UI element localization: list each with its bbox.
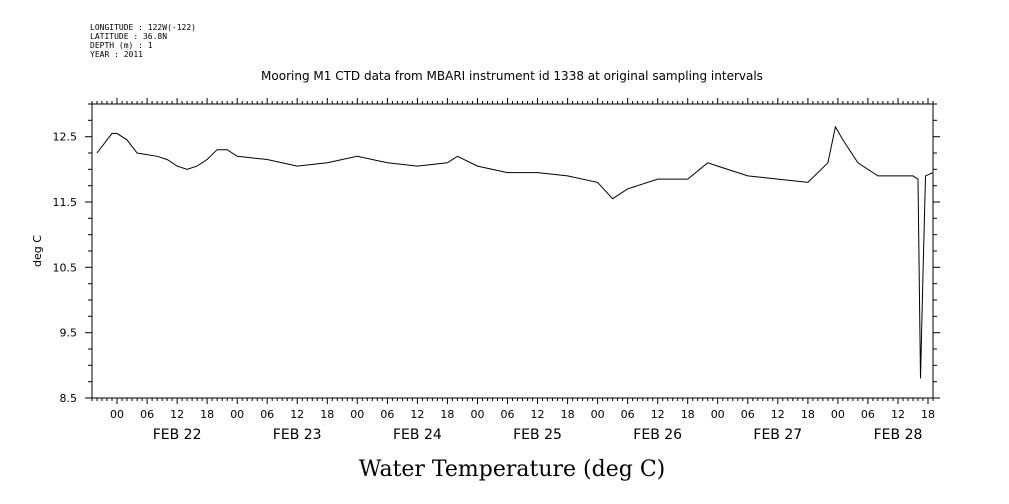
metadata-year: YEAR : 2011 [90,50,143,59]
bottom-title: Water Temperature (deg C) [359,457,666,482]
x-tick-label: 18 [681,408,695,421]
x-tick-label: 00 [230,408,244,421]
x-tick-label: 06 [621,408,635,421]
x-tick-label: 12 [290,408,304,421]
x-day-label: FEB 28 [874,427,923,443]
x-tick-label: 00 [831,408,845,421]
x-day-label: FEB 22 [153,427,202,443]
x-tick-label: 06 [260,408,274,421]
x-tick-label: 12 [891,408,905,421]
x-tick-label: 12 [531,408,545,421]
axis-ticks [85,98,940,404]
y-tick-label: 10.5 [53,261,78,274]
chart-title: Mooring M1 CTD data from MBARI instrumen… [261,69,763,83]
x-tick-label: 18 [561,408,575,421]
metadata-block: LONGITUDE : 122W(-122) LATITUDE : 36.8N … [90,23,196,59]
y-axis-label: deg C [31,235,44,267]
x-day-label: FEB 23 [273,427,322,443]
x-tick-label: 18 [801,408,815,421]
plot-frame [91,103,934,399]
x-tick-label: 06 [501,408,515,421]
x-tick-label: 06 [741,408,755,421]
x-day-label: FEB 25 [513,427,562,443]
x-day-label: FEB 26 [633,427,682,443]
x-tick-label: 18 [440,408,454,421]
x-day-label: FEB 24 [393,427,442,443]
y-tick-label: 12.5 [53,131,78,144]
y-tick-label: 11.5 [53,196,78,209]
x-tick-label: 12 [410,408,424,421]
x-tick-label: 12 [651,408,665,421]
x-tick-label: 18 [921,408,935,421]
metadata-depth: DEPTH (m) : 1 [90,41,153,50]
x-tick-labels: 00 06 12 18 00 06 12 18 00 06 12 18 00 06 12 18 00 06 12 18… [110,408,935,421]
x-day-label: FEB 27 [753,427,802,443]
x-tick-label: 18 [320,408,334,421]
x-tick-label: 00 [350,408,364,421]
x-tick-label: 18 [200,408,214,421]
x-tick-label: 06 [861,408,875,421]
series-line-water-temperature [96,125,934,379]
metadata-longitude: LONGITUDE : 122W(-122) [90,23,196,32]
x-tick-label: 00 [711,408,725,421]
metadata-latitude: LATITUDE : 36.8N [90,32,167,41]
x-tick-label: 06 [140,408,154,421]
y-tick-label: 9.5 [60,327,78,340]
x-day-labels: FEB 22 FEB 23 FEB 24 FEB 25 FEB 26 FEB 27 FEB … [153,427,923,443]
x-tick-label: 06 [380,408,394,421]
y-tick-label: 8.5 [60,392,78,405]
x-tick-label: 00 [110,408,124,421]
x-tick-label: 12 [170,408,184,421]
x-tick-label: 00 [471,408,485,421]
y-tick-labels: 12.5 11.5 10.5 9.5 8.5 [53,131,78,405]
x-tick-label: 00 [591,408,605,421]
x-tick-label: 12 [771,408,785,421]
